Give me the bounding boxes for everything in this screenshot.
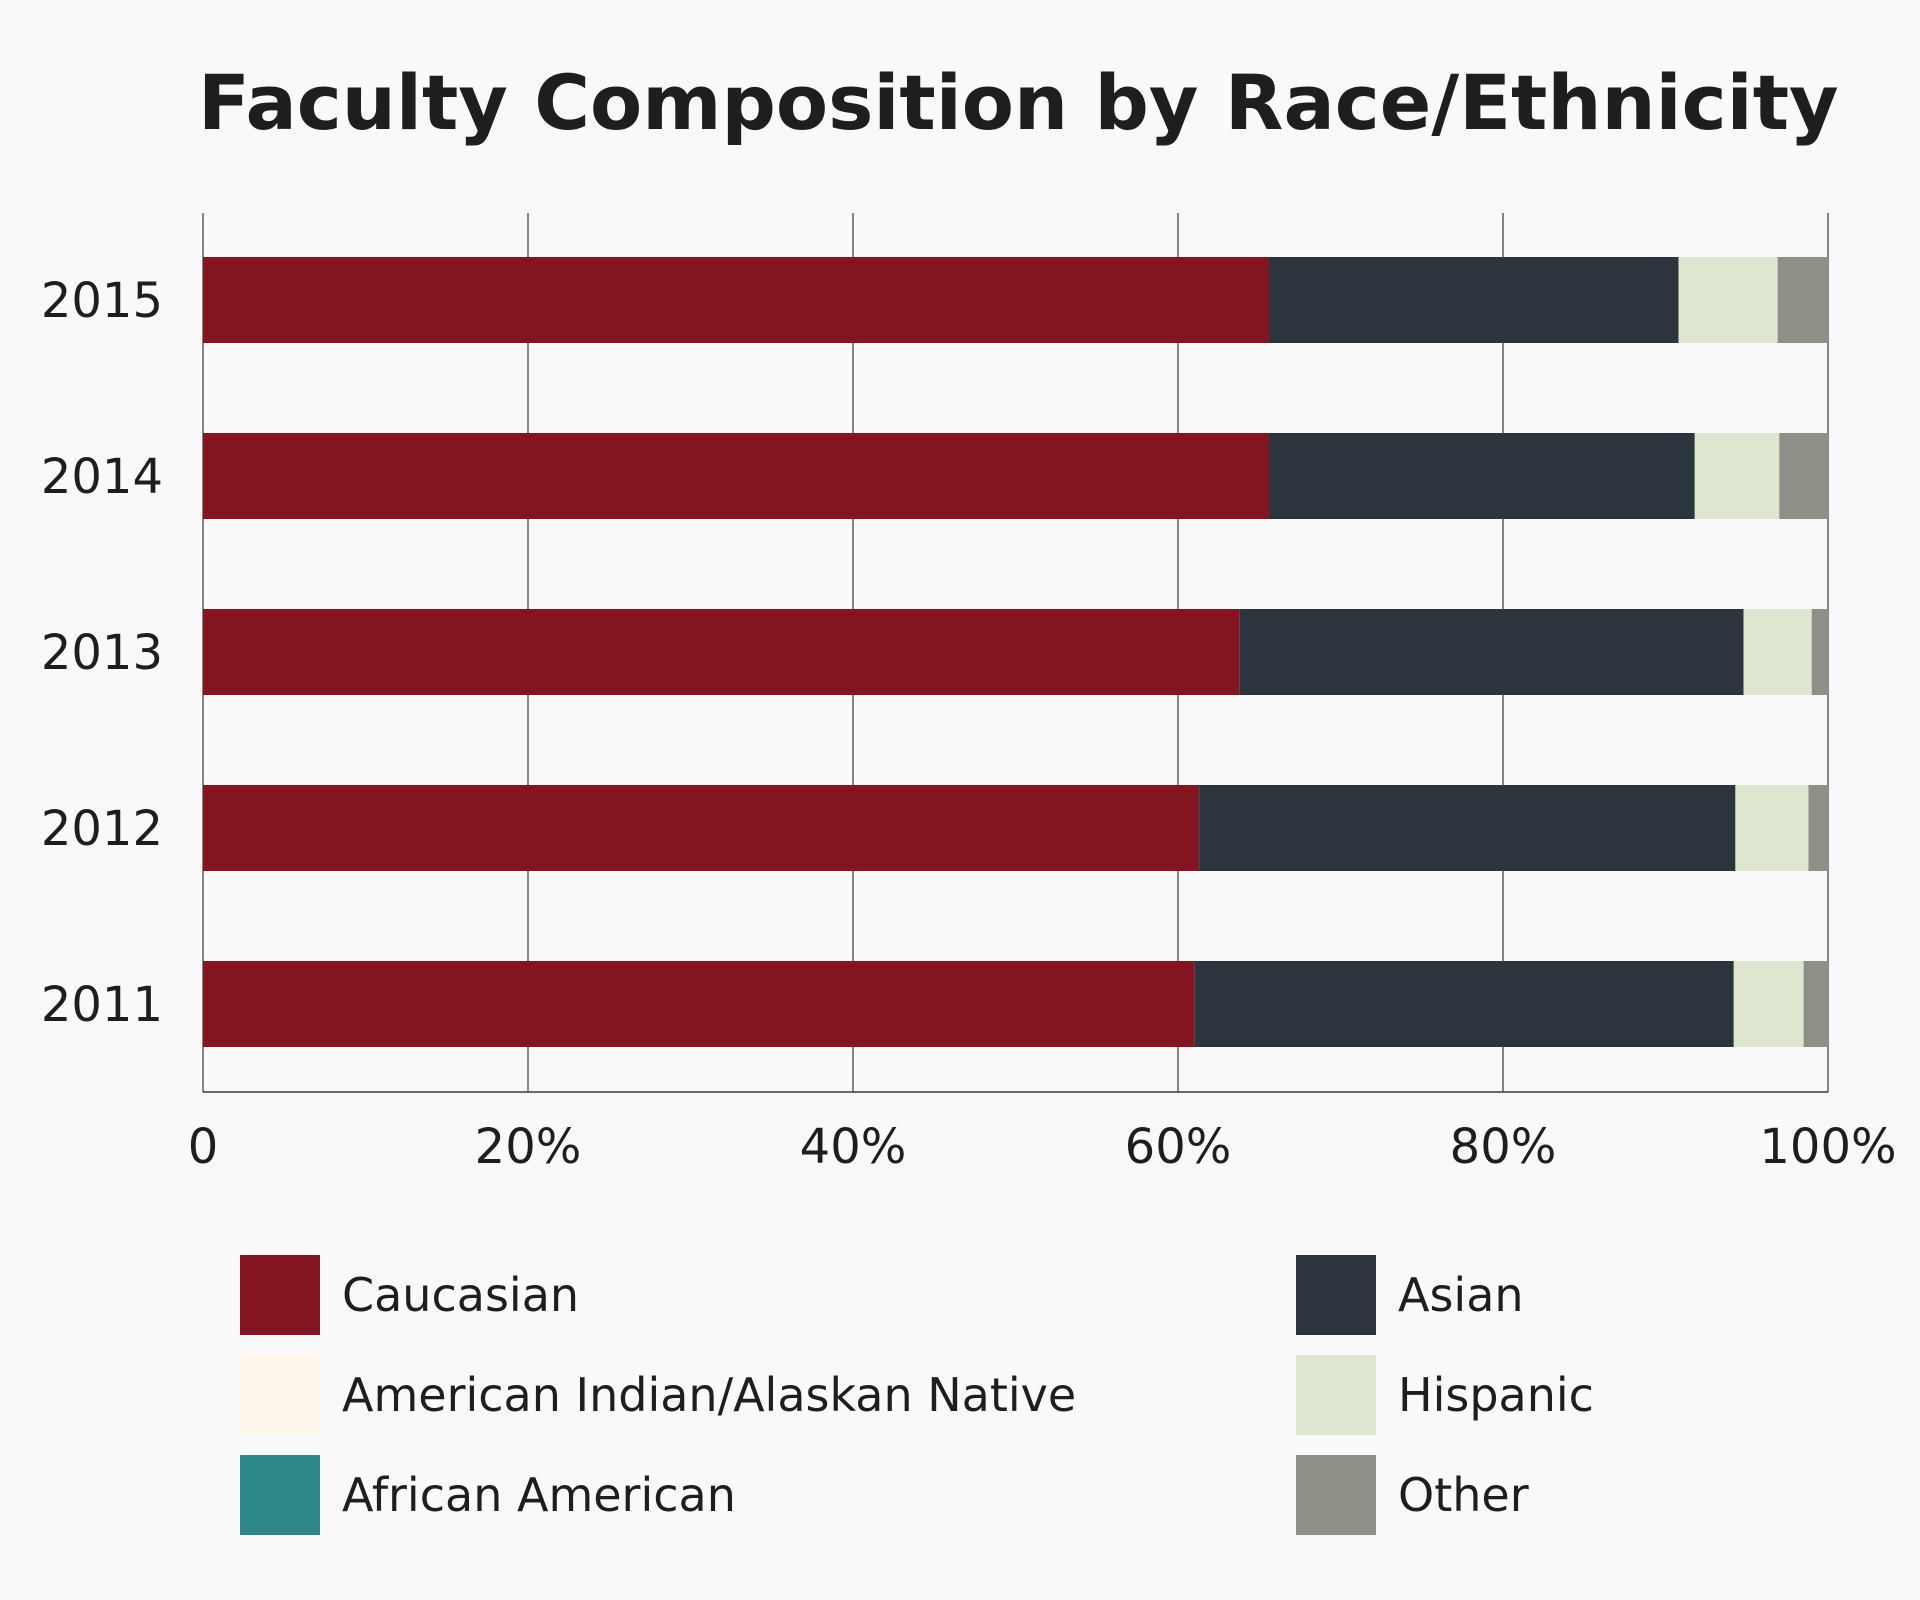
x-tick-label-4: 80% bbox=[1450, 1119, 1557, 1175]
legend-swatch-asian bbox=[1296, 1255, 1376, 1335]
legend-label-asian: Asian bbox=[1398, 1268, 1524, 1322]
x-tick-label-3: 60% bbox=[1125, 1119, 1232, 1175]
legend-label-other: Other bbox=[1398, 1468, 1529, 1522]
bar-2011-caucasian bbox=[203, 961, 1195, 1047]
bar-2015-other bbox=[1777, 257, 1828, 343]
bar-2015-caucasian bbox=[203, 257, 1269, 343]
legend-item-hispanic: Hispanic bbox=[1296, 1355, 1594, 1435]
legend-label-african-american: African American bbox=[342, 1468, 736, 1522]
legend-item-other: Other bbox=[1296, 1455, 1529, 1535]
legend-swatch-african-american bbox=[240, 1455, 320, 1535]
bar-2013-caucasian bbox=[203, 609, 1240, 695]
bar-2015-hispanic bbox=[1678, 257, 1778, 343]
legend-label-hispanic: Hispanic bbox=[1398, 1368, 1594, 1422]
bar-2014-hispanic bbox=[1694, 433, 1780, 519]
category-label-2013: 2013 bbox=[41, 625, 163, 681]
legend-label-american-indian-alaskan-native: American Indian/Alaskan Native bbox=[342, 1368, 1077, 1422]
bar-2014-asian bbox=[1269, 433, 1695, 519]
legend-swatch-american-indian-alaskan-native bbox=[240, 1355, 320, 1435]
legend-item-asian: Asian bbox=[1296, 1255, 1524, 1335]
bar-2012-hispanic bbox=[1735, 785, 1809, 871]
chart-title: Faculty Composition by Race/Ethnicity bbox=[198, 58, 1839, 147]
bar-2012-caucasian bbox=[203, 785, 1200, 871]
x-tick-label-0: 0 bbox=[188, 1119, 219, 1175]
legend-swatch-caucasian bbox=[240, 1255, 320, 1335]
x-tick-label-2: 40% bbox=[800, 1119, 907, 1175]
legend-item-caucasian: Caucasian bbox=[240, 1255, 579, 1335]
bar-2013-hispanic bbox=[1743, 609, 1812, 695]
x-tick-label-1: 20% bbox=[475, 1119, 582, 1175]
chart-plot: 2015 2014 2013 2012 2011 0 20% 40% 60% 80% 100% bbox=[41, 213, 1897, 1175]
bar-2011-asian bbox=[1194, 961, 1734, 1047]
category-label-2011: 2011 bbox=[41, 977, 163, 1033]
legend-swatch-other bbox=[1296, 1455, 1376, 1535]
bar-2014-other bbox=[1779, 433, 1828, 519]
bar-2014-caucasian bbox=[203, 433, 1269, 519]
bar-2013-asian bbox=[1239, 609, 1744, 695]
bar-2012-other bbox=[1808, 785, 1828, 871]
x-tick-label-5: 100% bbox=[1759, 1119, 1896, 1175]
bar-2015-asian bbox=[1269, 257, 1679, 343]
chart-legend: Caucasian Asian American Indian/Alaskan Na… bbox=[240, 1255, 1740, 1555]
bar-2012-asian bbox=[1199, 785, 1736, 871]
category-label-2014: 2014 bbox=[41, 449, 163, 505]
legend-item-african-american: African American bbox=[240, 1455, 736, 1535]
legend-swatch-hispanic bbox=[1296, 1355, 1376, 1435]
bar-2013-other bbox=[1811, 609, 1828, 695]
bar-2011-other bbox=[1803, 961, 1828, 1047]
category-label-2012: 2012 bbox=[41, 801, 163, 857]
legend-item-american-indian-alaskan-native: American Indian/Alaskan Native bbox=[240, 1355, 1076, 1435]
bar-2011-hispanic bbox=[1733, 961, 1804, 1047]
legend-label-caucasian: Caucasian bbox=[342, 1268, 580, 1322]
category-label-2015: 2015 bbox=[41, 273, 163, 329]
